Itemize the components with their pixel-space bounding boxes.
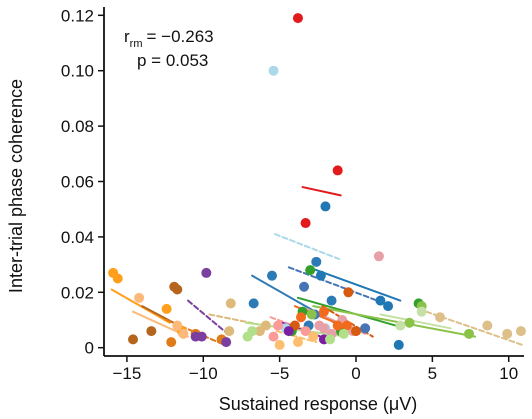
data-point: [360, 323, 371, 334]
x-tick-label: −5: [270, 364, 289, 383]
data-points: [108, 13, 526, 350]
data-point: [515, 326, 526, 337]
x-tick-label: −10: [189, 364, 218, 383]
data-point: [292, 13, 303, 24]
fit-line: [187, 299, 229, 335]
data-point: [373, 251, 384, 262]
data-point: [300, 218, 311, 229]
data-point: [172, 320, 183, 331]
data-point: [393, 339, 404, 350]
fit-line: [379, 313, 452, 330]
data-point: [178, 328, 189, 339]
data-point: [416, 306, 427, 317]
data-point: [351, 326, 361, 337]
data-point: [299, 281, 310, 292]
x-axis-title: Sustained response (μV): [219, 394, 417, 414]
data-point: [128, 334, 139, 345]
data-point: [267, 270, 277, 281]
data-point: [268, 331, 279, 342]
data-point: [221, 337, 232, 348]
x-axis-ticks: −15 −10 −5 0 5 10: [112, 356, 518, 383]
r-value: = −0.263: [147, 27, 214, 46]
r-symbol: r: [124, 27, 130, 46]
data-point: [343, 287, 354, 298]
data-point: [395, 320, 406, 331]
data-point: [375, 295, 386, 306]
y-tick-label: 0.02: [61, 283, 94, 302]
data-point: [482, 320, 493, 331]
r-subscript: rm: [130, 38, 143, 50]
data-point: [224, 326, 235, 337]
data-point: [435, 312, 445, 323]
data-point: [332, 320, 343, 331]
data-point: [292, 337, 303, 348]
x-tick-label: 5: [428, 364, 437, 383]
data-point: [383, 301, 394, 312]
p-value-label: p = 0.053: [137, 51, 208, 70]
data-point: [201, 267, 212, 278]
fit-line: [301, 186, 342, 197]
data-point: [318, 323, 329, 334]
y-tick-label: 0.10: [61, 62, 94, 81]
data-point: [311, 256, 322, 267]
data-point: [146, 326, 157, 337]
y-axis-title: Inter-trial phase coherence: [6, 79, 26, 293]
data-point: [172, 284, 183, 295]
fit-line: [141, 305, 180, 327]
data-point: [325, 334, 336, 345]
x-tick-label: 0: [351, 364, 360, 383]
x-tick-label: 10: [499, 364, 518, 383]
data-point: [161, 303, 172, 314]
data-point: [196, 331, 207, 342]
data-point: [404, 317, 415, 328]
data-point: [315, 270, 326, 281]
data-point: [247, 326, 258, 337]
data-point: [320, 201, 331, 212]
data-point: [296, 312, 307, 323]
data-point: [273, 320, 284, 331]
fit-line: [110, 288, 171, 324]
correlation-label: rrm = −0.263: [124, 27, 214, 50]
x-tick-label: −15: [112, 364, 141, 383]
data-point: [166, 337, 177, 348]
data-point: [248, 298, 259, 309]
data-point: [300, 326, 311, 337]
data-point: [332, 165, 343, 176]
data-point: [260, 320, 271, 331]
data-point: [326, 295, 337, 306]
data-point: [318, 306, 329, 317]
data-point: [338, 328, 349, 339]
axes: −15 −10 −5 0 5 10 0 0.02 0.04 0.06 0.08 0.10 0.12: [61, 6, 524, 383]
data-point: [341, 320, 352, 331]
y-tick-label: 0.12: [61, 6, 94, 25]
fit-line: [275, 330, 318, 344]
data-point: [283, 326, 294, 337]
data-point: [306, 309, 317, 320]
data-point: [134, 292, 145, 303]
y-tick-label: 0.04: [61, 228, 94, 247]
fit-line: [208, 313, 266, 327]
y-tick-label: 0.08: [61, 117, 94, 136]
data-point: [225, 298, 236, 309]
data-point: [305, 265, 316, 276]
data-point: [502, 328, 513, 339]
data-point: [112, 273, 123, 284]
data-point: [274, 339, 285, 350]
y-tick-label: 0.06: [61, 173, 94, 192]
fit-line: [287, 266, 379, 302]
fit-line: [274, 233, 341, 261]
fit-line: [312, 305, 477, 338]
data-point: [308, 331, 319, 342]
y-tick-label: 0: [85, 339, 94, 358]
data-point: [464, 328, 475, 339]
y-axis-ticks: 0 0.02 0.04 0.06 0.08 0.10 0.12: [61, 6, 104, 358]
data-point: [268, 65, 279, 76]
